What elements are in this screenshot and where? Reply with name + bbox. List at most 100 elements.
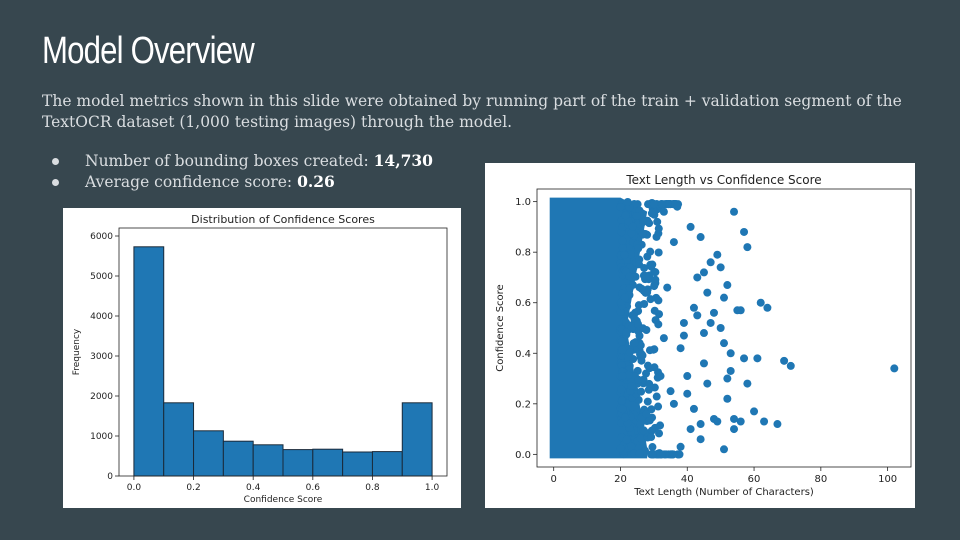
- scatter-point: [642, 409, 651, 418]
- scatter-point: [647, 426, 656, 435]
- scatter-x-tick-label: 80: [814, 474, 827, 485]
- scatter-y-tick-label: 1.0: [515, 197, 531, 208]
- histogram-bar: [371, 451, 403, 477]
- scatter-point: [723, 394, 732, 403]
- scatter-point: [642, 325, 651, 334]
- scatter-point: [626, 250, 635, 259]
- scatter-point: [753, 354, 762, 363]
- scatter-point: [676, 442, 685, 451]
- scatter-point: [628, 222, 637, 231]
- scatter-point: [696, 420, 705, 429]
- scatter-point: [733, 306, 742, 315]
- scatter-point: [634, 244, 643, 253]
- scatter-point: [740, 227, 749, 236]
- bullet-icon: [52, 157, 59, 165]
- scatter-point: [637, 356, 646, 365]
- scatter-x-tick-label: 100: [878, 474, 897, 485]
- scatter-point: [709, 414, 718, 423]
- metric-label: Average confidence score:: [85, 173, 298, 191]
- histogram-chart: 0.0 0.2 0.4 0.6 0.8 1.0 0 1000 2000 3000 4000 5000 6…: [72, 213, 448, 505]
- histogram-y-tick-label: 6000: [90, 232, 113, 242]
- histogram-x-axis-label: Confidence Score: [244, 495, 323, 505]
- scatter-point: [622, 328, 631, 337]
- scatter-point: [634, 320, 643, 329]
- scatter-point: [645, 379, 654, 388]
- scatter-point: [624, 370, 633, 379]
- scatter-point: [723, 281, 732, 290]
- histogram-bar: [163, 402, 195, 477]
- scatter-point: [890, 364, 899, 373]
- scatter-point: [683, 389, 692, 398]
- scatter-point: [618, 346, 627, 355]
- scatter-y-tick-label: 0.8: [515, 248, 531, 259]
- scatter-point: [669, 450, 678, 459]
- histogram-y-tick-label: 1000: [90, 432, 113, 442]
- scatter-point: [743, 243, 752, 252]
- histogram-bar: [312, 448, 344, 477]
- histogram-y-tick-label: 5000: [90, 272, 113, 282]
- scatter-point: [647, 261, 656, 270]
- scatter-title: Text Length vs Confidence Score: [625, 173, 821, 187]
- scatter-point: [625, 284, 634, 293]
- scatter-panel: 0 20 40 60 80 100 0.0 0.2 0.4 0.6 0.8 1.0 Text Lengt…: [485, 163, 915, 508]
- scatter-point: [686, 425, 695, 434]
- scatter-point: [659, 207, 668, 216]
- scatter-point: [640, 299, 649, 308]
- scatter-point: [627, 381, 636, 390]
- scatter-point: [632, 212, 641, 221]
- scatter-point: [703, 288, 712, 297]
- scatter-chart: 0 20 40 60 80 100 0.0 0.2 0.4 0.6 0.8 1.0 Text Lengt…: [495, 173, 912, 498]
- scatter-point: [780, 356, 789, 365]
- scatter-point: [679, 331, 688, 340]
- histogram-panel: 0.0 0.2 0.4 0.6 0.8 1.0 0 1000 2000 3000 4000 5000 6…: [63, 208, 461, 508]
- scatter-point: [620, 293, 629, 302]
- scatter-point: [720, 293, 728, 302]
- scatter-point: [623, 197, 632, 206]
- scatter-point: [726, 349, 735, 358]
- histogram-bar: [133, 246, 165, 477]
- scatter-point: [663, 200, 672, 209]
- scatter-point: [651, 316, 660, 325]
- histogram-bar: [193, 430, 224, 477]
- scatter-point: [616, 203, 625, 212]
- scatter-point: [706, 318, 715, 327]
- scatter-point: [636, 434, 645, 443]
- scatter-point: [646, 295, 655, 304]
- scatter-point: [616, 444, 625, 453]
- scatter-point: [648, 443, 657, 452]
- histogram-x-tick-label: 0.6: [306, 483, 321, 493]
- scatter-point: [630, 338, 639, 347]
- scatter-point: [635, 449, 644, 458]
- scatter-point: [726, 366, 735, 375]
- scatter-point: [637, 387, 646, 396]
- scatter-point: [699, 359, 708, 368]
- metrics-list: Number of bounding boxes created: 14,730…: [52, 150, 433, 192]
- scatter-point: [686, 222, 695, 231]
- scatter-point: [713, 250, 722, 259]
- scatter-point: [637, 350, 646, 359]
- scatter-frame: [536, 188, 912, 468]
- metric-value: 14,730: [373, 151, 433, 170]
- scatter-point: [743, 379, 752, 388]
- scatter-y-tick-label: 0.4: [515, 349, 531, 360]
- scatter-y-tick-label: 0.6: [515, 298, 531, 309]
- scatter-point: [689, 404, 698, 413]
- scatter-point: [634, 260, 643, 269]
- scatter-point: [716, 263, 725, 272]
- scatter-point: [618, 371, 627, 380]
- scatter-x-axis-label: Text Length (Number of Characters): [633, 487, 814, 498]
- scatter-point: [703, 379, 712, 388]
- scatter-point: [638, 229, 647, 238]
- histogram-bar: [282, 449, 314, 477]
- scatter-point: [627, 323, 636, 332]
- scatter-point: [649, 200, 658, 209]
- scatter-point: [723, 374, 732, 383]
- histogram-frame: [118, 227, 448, 477]
- scatter-point: [773, 420, 782, 429]
- scatter-point: [786, 361, 795, 370]
- scatter-point: [669, 238, 678, 247]
- metric-label: Number of bounding boxes created:: [85, 152, 374, 170]
- scatter-point: [644, 385, 653, 394]
- scatter-y-tick-label: 0.2: [515, 399, 531, 410]
- bullet-icon: [52, 178, 59, 186]
